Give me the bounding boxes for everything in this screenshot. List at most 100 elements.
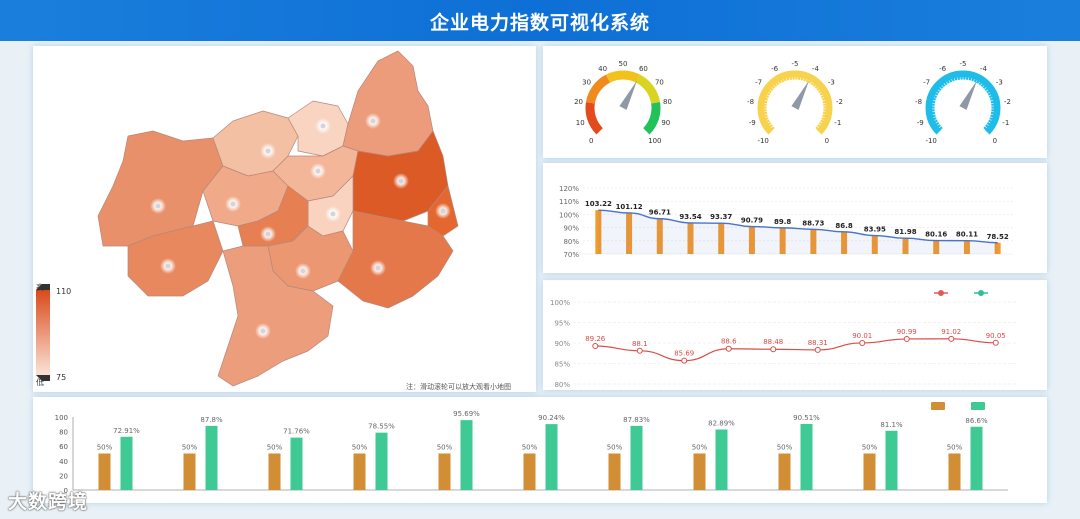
gauge-minor-tick: [933, 97, 937, 99]
gauge-tick-label: 80: [663, 98, 672, 106]
gauge-tick-label: -2: [836, 98, 843, 106]
visual-map-handle-bottom[interactable]: [36, 375, 50, 381]
gauge-tick-label: -7: [755, 79, 762, 87]
gauge-tick-label: -4: [812, 65, 820, 73]
bar: [715, 429, 728, 490]
gauge-arc-segment: [635, 74, 661, 104]
map-region-13[interactable]: [337, 210, 454, 309]
gauge-2: -10-9-8-7-6-5-4-3-2-10: [747, 60, 843, 145]
bar: [626, 212, 633, 254]
map-region-4[interactable]: [342, 50, 434, 157]
data-label: 89.8: [774, 218, 791, 226]
map-marker-dot: [300, 268, 306, 274]
data-label: 50%: [607, 444, 623, 452]
y-tick-label: 120%: [559, 185, 579, 193]
gauge-minor-tick: [767, 121, 771, 124]
map-region-14[interactable]: [217, 245, 334, 387]
gauge-minor-tick: [821, 119, 824, 121]
data-point[interactable]: [681, 357, 688, 364]
gauge-tick-label: 40: [598, 65, 607, 73]
data-label: 86.8: [835, 222, 852, 230]
page-title: 企业电力指数可视化系统: [429, 12, 650, 34]
gauge-minor-tick: [780, 80, 783, 83]
data-label: 71.76%: [283, 428, 310, 436]
data-label: 87.8%: [200, 416, 223, 424]
data-point[interactable]: [948, 335, 955, 342]
data-point[interactable]: [770, 346, 777, 353]
data-label: 83.95: [864, 226, 886, 234]
bar: [718, 223, 725, 254]
visual-map-low-label: 低: [36, 378, 44, 387]
data-label: 50%: [437, 444, 453, 452]
data-point[interactable]: [814, 346, 821, 353]
data-point[interactable]: [992, 339, 999, 346]
gauge-tick-label: 90: [661, 119, 670, 127]
grouped-bar-chart: 02040608010050%72.91%50%87.8%50%71.76%50…: [55, 402, 1008, 495]
legend-swatch[interactable]: [971, 402, 985, 410]
gauge-minor-tick: [822, 113, 826, 116]
gauge-minor-tick: [822, 116, 825, 118]
legend-marker[interactable]: [978, 290, 984, 296]
y-tick-label: 20: [59, 472, 68, 480]
data-label: 50%: [777, 444, 793, 452]
y-tick-label: 90%: [563, 225, 579, 233]
gauge-minor-tick: [936, 91, 939, 94]
gauge-arc: [925, 70, 1001, 135]
gauge-tick-label: -7: [923, 79, 930, 87]
series-line: [595, 338, 996, 362]
province-map[interactable]: [33, 46, 536, 392]
data-label: 89.26: [585, 335, 606, 343]
data-point[interactable]: [725, 345, 732, 352]
y-tick-label: 95%: [554, 320, 570, 328]
gauge-minor-tick: [814, 127, 818, 131]
data-point[interactable]: [903, 335, 910, 342]
data-label: 90.24%: [538, 414, 565, 422]
gauge-minor-tick: [769, 123, 772, 126]
visual-map-handle-top[interactable]: [36, 284, 50, 290]
gauge-arc-segment: [585, 102, 604, 135]
bar: [871, 235, 878, 254]
gauge-arc-segment: [585, 74, 611, 104]
gauge-minor-tick: [932, 113, 936, 116]
data-label: 85.69: [674, 350, 694, 358]
gauge-tick-label: 0: [993, 137, 997, 145]
visual-map-bar[interactable]: [36, 290, 50, 375]
data-label: 78.52: [987, 233, 1009, 241]
gauge-3: -10-9-8-7-6-5-4-3-2-10: [915, 60, 1011, 145]
gauge-minor-tick: [948, 80, 951, 83]
bar: [778, 453, 791, 490]
legend-marker[interactable]: [938, 290, 944, 296]
gauge-minor-tick: [978, 81, 980, 85]
data-label: 78.55%: [368, 423, 395, 431]
map-marker-dot: [230, 201, 236, 207]
gauge-minor-tick: [802, 78, 804, 81]
y-tick-label: 100%: [559, 211, 579, 219]
gauge-pointer: [791, 80, 810, 110]
header-bar: 企业电力指数可视化系统: [0, 0, 1080, 41]
bar: [687, 222, 694, 254]
gauge-minor-tick: [940, 127, 944, 131]
gauge-pointer: [619, 80, 638, 110]
map-region-11[interactable]: [127, 220, 224, 297]
bar: [183, 453, 196, 490]
gauge-minor-tick: [805, 79, 807, 82]
data-point[interactable]: [636, 347, 643, 354]
y-tick-label: 85%: [554, 361, 570, 369]
bar: [863, 453, 876, 490]
bar: [268, 453, 281, 490]
y-tick-label: 80: [59, 429, 68, 437]
bar: [460, 420, 473, 490]
data-point[interactable]: [592, 343, 599, 350]
gauge-minor-tick: [814, 85, 817, 88]
data-label: 103.22: [585, 200, 612, 208]
gauge-minor-tick: [818, 123, 821, 126]
data-label: 95.69%: [453, 410, 480, 418]
bar: [800, 423, 813, 490]
gauge-minor-tick: [816, 125, 820, 128]
gauge-minor-tick: [941, 85, 944, 88]
legend-swatch[interactable]: [931, 402, 945, 410]
data-point[interactable]: [859, 339, 866, 346]
gauge-minor-tick: [778, 81, 780, 85]
map-marker-dot: [265, 148, 271, 154]
gauge-minor-tick: [990, 113, 994, 116]
